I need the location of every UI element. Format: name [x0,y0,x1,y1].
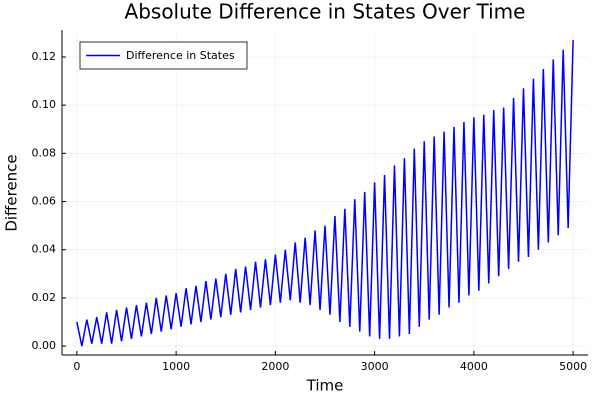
x-axis-label: Time [306,377,344,395]
x-tick-label: 0 [73,360,80,373]
y-tick-label: 0.02 [32,291,57,304]
y-tick-label: 0.06 [32,195,57,208]
y-tick-label: 0.08 [32,146,57,159]
x-tick-label: 3000 [361,360,389,373]
y-tick-label: 0.12 [32,50,57,63]
chart-title: Absolute Difference in States Over Time [125,0,526,24]
x-tick-label: 1000 [162,360,190,373]
x-tick-label: 2000 [261,360,289,373]
y-tick-label: 0.00 [32,339,57,352]
x-tick-label: 4000 [460,360,488,373]
y-tick-label: 0.04 [32,243,57,256]
y-tick-label: 0.10 [32,98,57,111]
legend-label: Difference in States [126,49,235,62]
x-tick-label: 5000 [559,360,587,373]
data-line [76,40,574,347]
y-axis-label: Difference [3,154,21,231]
